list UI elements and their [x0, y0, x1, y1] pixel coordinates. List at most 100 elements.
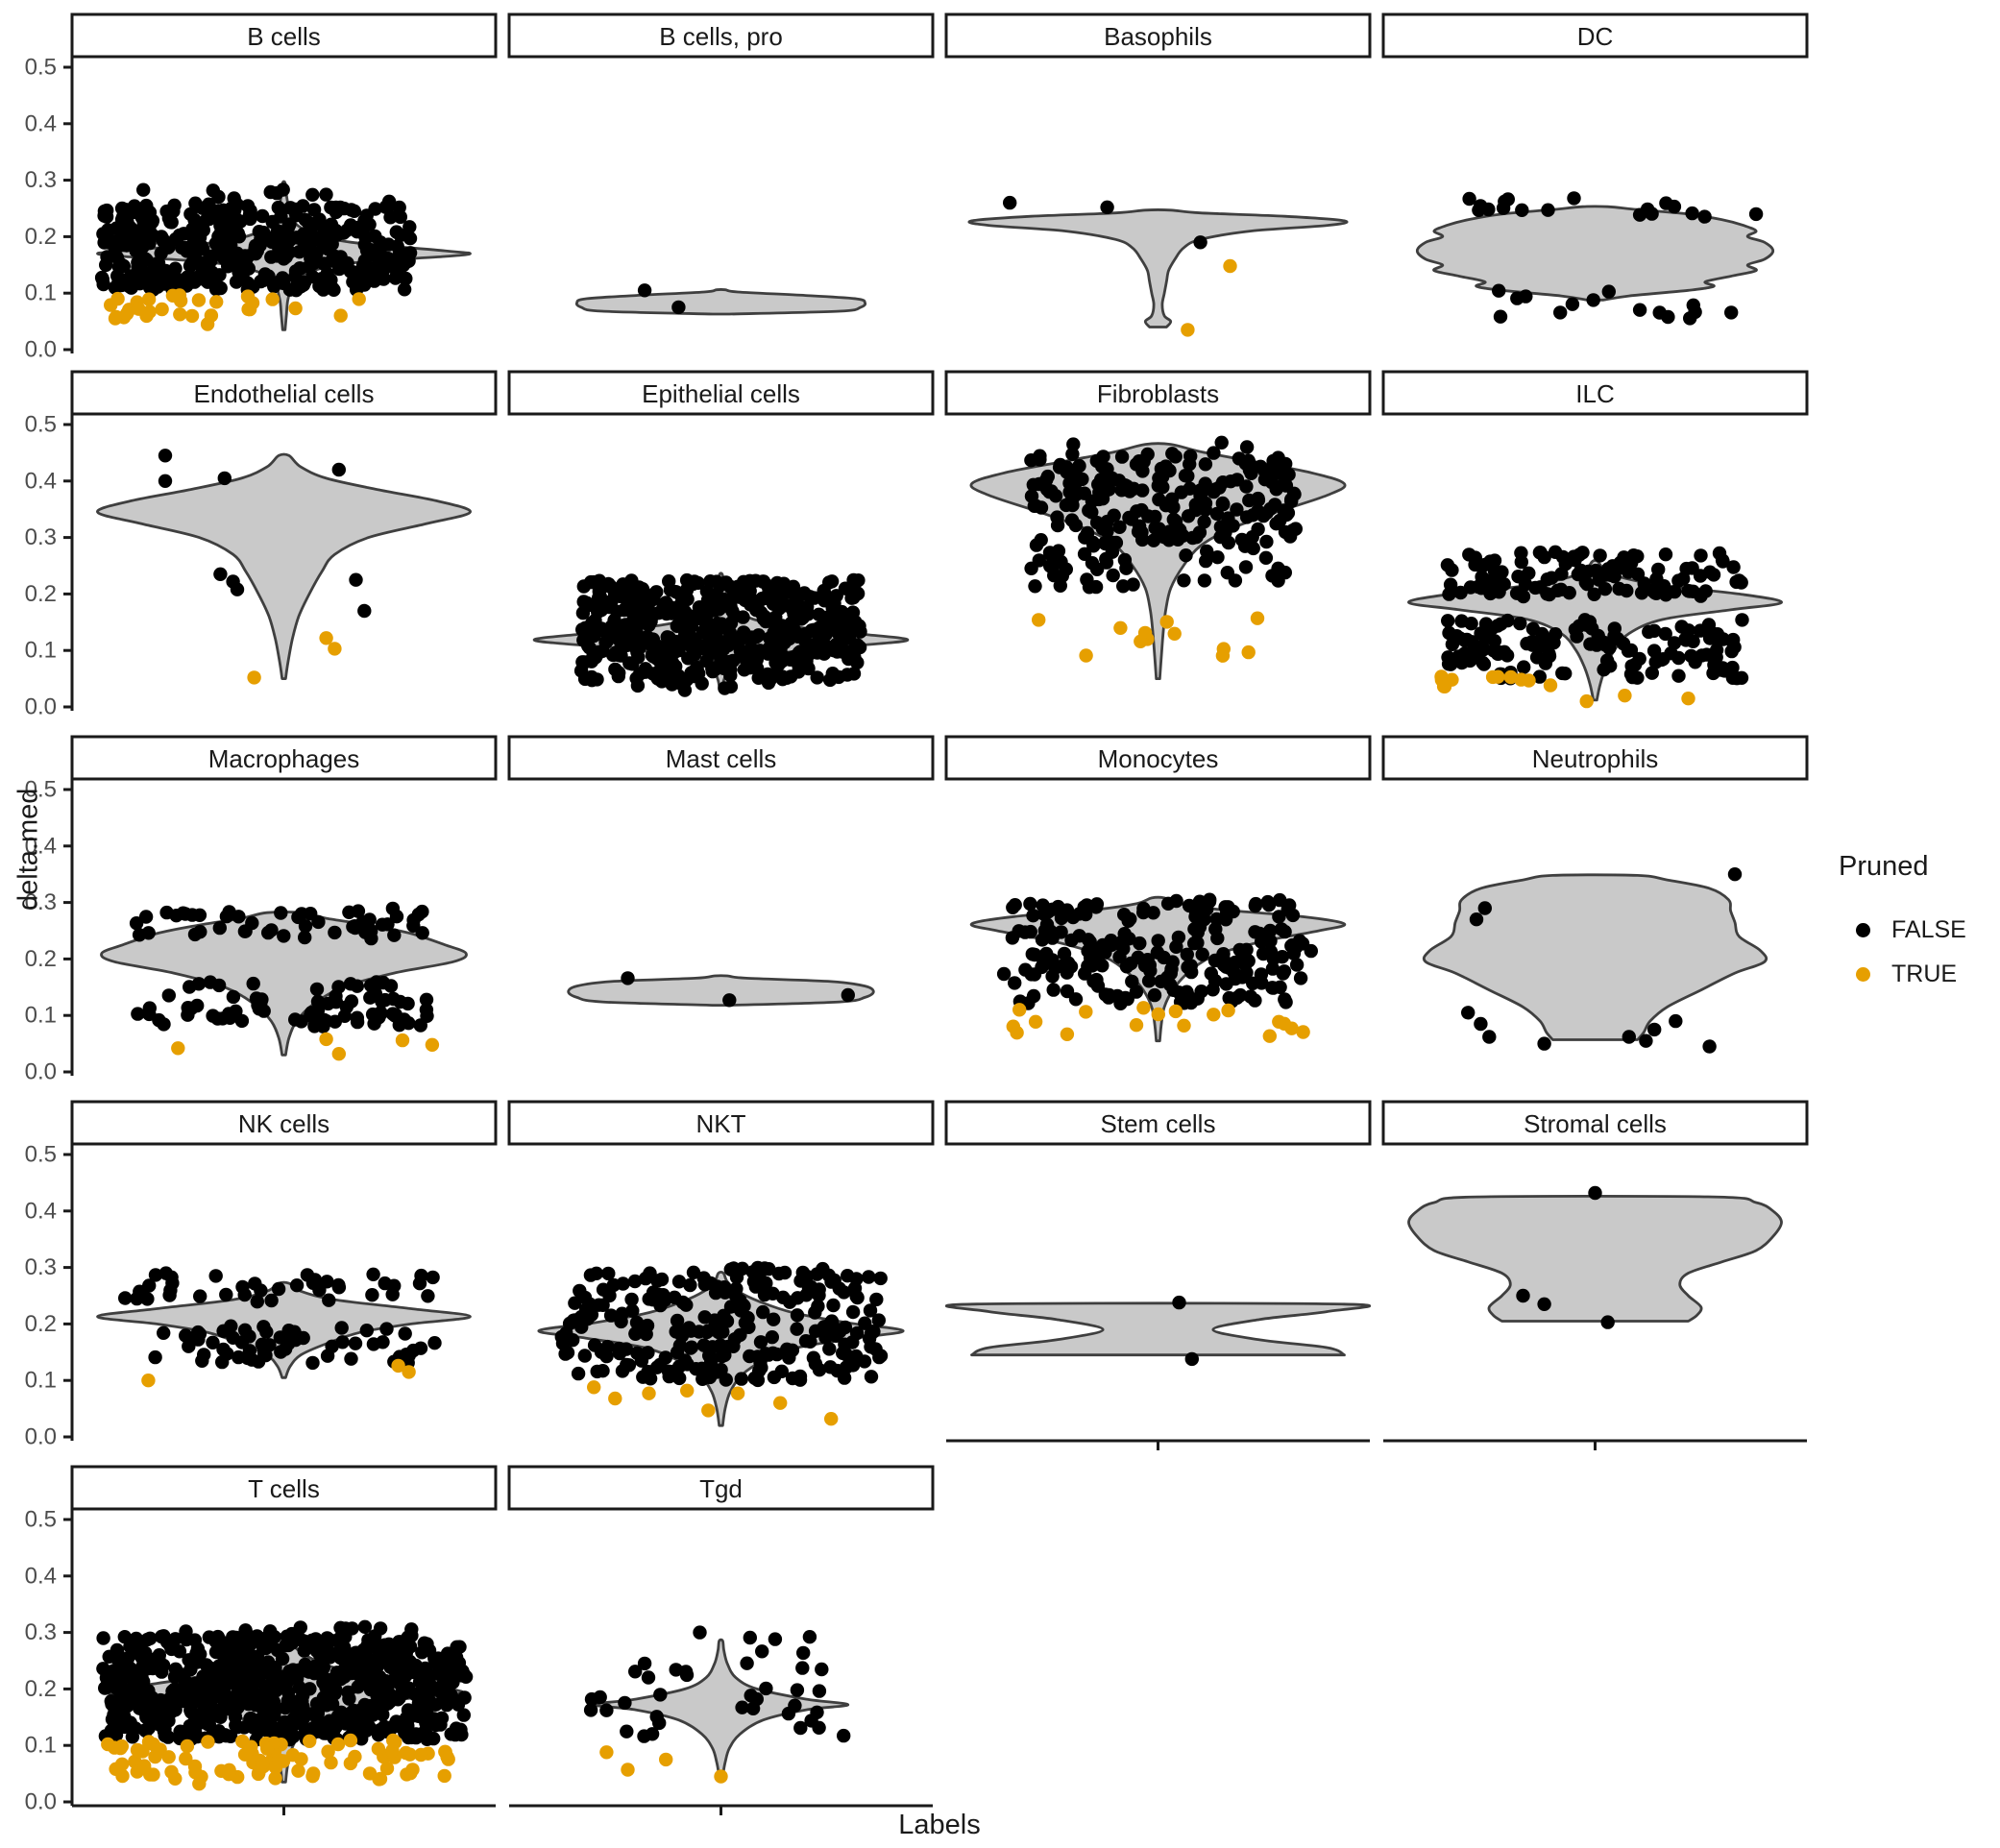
jitter-point — [277, 929, 291, 943]
jitter-point — [387, 1278, 402, 1293]
jitter-point — [618, 1695, 632, 1711]
jitter-point — [1168, 450, 1183, 464]
jitter-point — [324, 220, 338, 234]
jitter-point — [294, 1664, 308, 1679]
jitter-point — [1136, 905, 1151, 920]
jitter-point — [179, 1624, 193, 1639]
jitter-point — [206, 183, 220, 198]
jitter-point — [345, 1621, 359, 1636]
jitter-point — [1066, 437, 1081, 451]
jitter-point — [1444, 657, 1458, 671]
jitter-point — [816, 1261, 830, 1277]
jitter-point — [1060, 1027, 1075, 1042]
jitter-point — [1724, 644, 1739, 659]
jitter-point — [577, 1349, 592, 1363]
jitter-point — [753, 1335, 768, 1350]
y-tick-label: 0.4 — [25, 110, 57, 136]
jitter-point — [1230, 502, 1244, 517]
jitter-point — [1709, 650, 1723, 665]
jitter-point — [215, 1354, 230, 1370]
facet-t-cells: T cells 0.0 0.1 0.2 0.3 0.4 0.5 — [25, 1465, 498, 1815]
jitter-point — [1089, 900, 1104, 914]
jitter-point — [306, 203, 322, 217]
jitter-point — [692, 1325, 706, 1339]
jitter-point — [190, 1641, 206, 1656]
facet-strip — [944, 370, 1372, 416]
jitter-point — [1529, 650, 1545, 665]
jitter-point — [817, 583, 831, 598]
jitter-point — [305, 1006, 319, 1020]
jitter-point — [680, 1383, 695, 1398]
jitter-point — [180, 270, 195, 284]
jitter-point — [740, 1656, 754, 1670]
facet-mast-cells: Mast cells — [507, 735, 935, 1008]
jitter-point — [261, 1637, 277, 1652]
jitter-point — [620, 1724, 634, 1739]
y-tick-label: 0.1 — [25, 280, 57, 306]
jitter-point — [142, 205, 158, 220]
jitter-point — [1119, 960, 1134, 974]
jitter-point — [768, 1632, 783, 1646]
jitter-point — [1085, 556, 1100, 571]
jitter-point — [437, 1659, 452, 1673]
facet-strip-label: B cells, pro — [659, 22, 783, 51]
jitter-point — [1100, 200, 1114, 214]
jitter-point — [214, 1662, 230, 1676]
facet-strip-label: T cells — [248, 1474, 320, 1503]
jitter-point — [417, 1676, 432, 1691]
jitter-point — [1487, 565, 1502, 579]
jitter-point — [154, 1692, 168, 1708]
jitter-point — [756, 1304, 770, 1320]
jitter-point — [320, 1631, 334, 1645]
jitter-point — [1466, 648, 1481, 664]
facet-strip — [70, 1465, 498, 1511]
violin-shape — [592, 1638, 850, 1778]
jitter-point — [1685, 206, 1699, 221]
jitter-point — [637, 283, 652, 298]
jitter-point — [762, 1262, 776, 1277]
jitter-point — [1151, 934, 1165, 948]
jitter-point — [1095, 937, 1110, 953]
jitter-point — [1062, 475, 1077, 491]
jitter-point — [748, 1279, 763, 1294]
jitter-point — [723, 616, 739, 630]
jitter-point — [779, 670, 794, 685]
jitter-point — [1177, 996, 1191, 1010]
jitter-point — [1510, 291, 1524, 305]
jitter-point — [122, 279, 136, 294]
jitter-point — [191, 236, 206, 251]
jitter-point — [1119, 561, 1134, 575]
jitter-point — [748, 573, 763, 588]
jitter-point — [1674, 620, 1689, 634]
jitter-point — [344, 994, 359, 1009]
jitter-point — [1197, 515, 1211, 529]
jitter-point — [1716, 661, 1730, 675]
jitter-point — [385, 1743, 400, 1758]
facet-strip-label: Stromal cells — [1524, 1109, 1667, 1138]
jitter-point — [180, 244, 194, 258]
jitter-point — [351, 904, 366, 918]
y-tick-label: 0.4 — [25, 1198, 57, 1224]
jitter-point — [1516, 1288, 1530, 1303]
jitter-point — [1293, 971, 1308, 985]
facet-dc: DC — [1381, 12, 1809, 326]
legend-item-true: TRUE — [1839, 952, 2000, 996]
jitter-point — [1162, 463, 1177, 478]
jitter-point — [1054, 925, 1068, 939]
jitter-point — [848, 584, 863, 599]
jitter-point — [441, 1678, 455, 1692]
jitter-point — [180, 1739, 195, 1754]
jitter-point — [1748, 207, 1764, 222]
jitter-point — [155, 302, 169, 317]
jitter-point — [210, 1629, 225, 1644]
jitter-point — [1038, 927, 1053, 941]
jitter-point — [350, 1014, 365, 1030]
jitter-point — [594, 1345, 609, 1359]
jitter-point — [599, 634, 614, 648]
jitter-point — [722, 993, 737, 1008]
jitter-point — [1656, 652, 1671, 667]
facet-strip — [1381, 370, 1809, 416]
jitter-point — [402, 1365, 416, 1379]
jitter-point — [738, 1316, 753, 1330]
jitter-point — [1078, 906, 1092, 920]
